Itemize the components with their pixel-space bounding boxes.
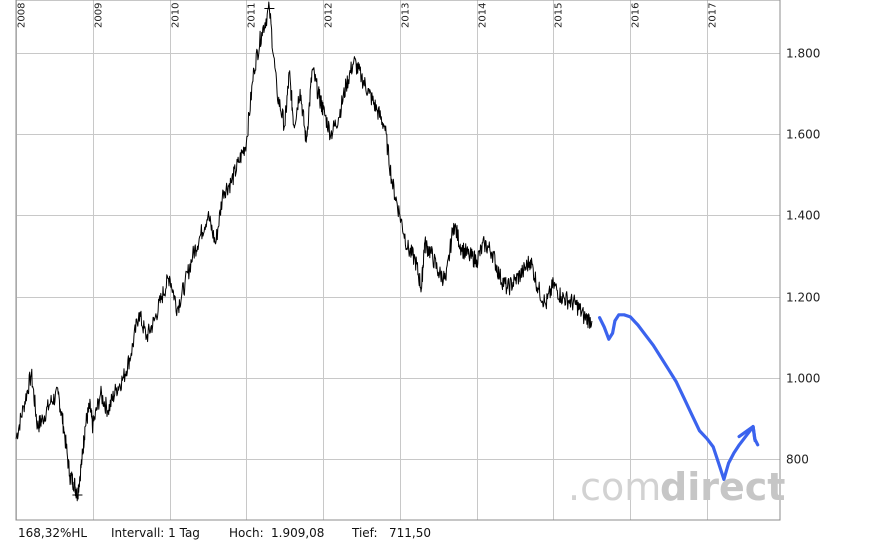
- plot-area: [15, 1, 760, 502]
- x-tick-label: 2008: [17, 3, 28, 28]
- footer-interval: Intervall: 1 Tag: [111, 526, 200, 540]
- x-tick-label: 2013: [401, 3, 412, 28]
- x-tick-label: 2010: [171, 3, 182, 28]
- x-tick-label: 2016: [631, 3, 642, 28]
- footer: 168,32%HL Intervall: 1 Tag Hoch: 1.909,0…: [18, 526, 431, 540]
- x-tick-label: 2009: [94, 3, 105, 28]
- watermark-direct: direct: [660, 465, 785, 509]
- y-tick-label: 800: [786, 453, 809, 467]
- x-tick-label: 2014: [478, 3, 489, 28]
- watermark-com: .com: [568, 465, 661, 509]
- y-tick-label: 1.400: [786, 209, 820, 223]
- y-tick-label: 1.600: [786, 128, 820, 142]
- x-tick-label: 2012: [324, 3, 335, 28]
- y-axis-labels: 800 1.000 1.200 1.400 1.600 1.800: [786, 47, 820, 467]
- y-tick-label: 1.000: [786, 372, 820, 386]
- x-tick-label: 2011: [247, 3, 258, 28]
- x-tick-label: 2017: [708, 3, 719, 28]
- x-tick-label: 2015: [554, 3, 565, 28]
- price-series-line: [15, 1, 593, 502]
- footer-change: 168,32%HL: [18, 526, 87, 540]
- footer-low-value: 711,50: [389, 526, 431, 540]
- drawn-forecast-line: [598, 313, 760, 481]
- y-tick-label: 1.800: [786, 47, 820, 61]
- footer-high-label: Hoch:: [229, 526, 264, 540]
- y-tick-label: 1.200: [786, 291, 820, 305]
- x-axis-labels: 2008 2009 2010 2011 2012 2013 2014 2015 2016 2017: [17, 3, 719, 28]
- footer-low-label: Tief:: [351, 526, 378, 540]
- footer-high-value: 1.909,08: [271, 526, 324, 540]
- drawn-arrow-head: [737, 425, 757, 443]
- grid: [16, 0, 780, 520]
- watermark: .com direct: [568, 465, 785, 509]
- plot-frame: [15, 0, 781, 521]
